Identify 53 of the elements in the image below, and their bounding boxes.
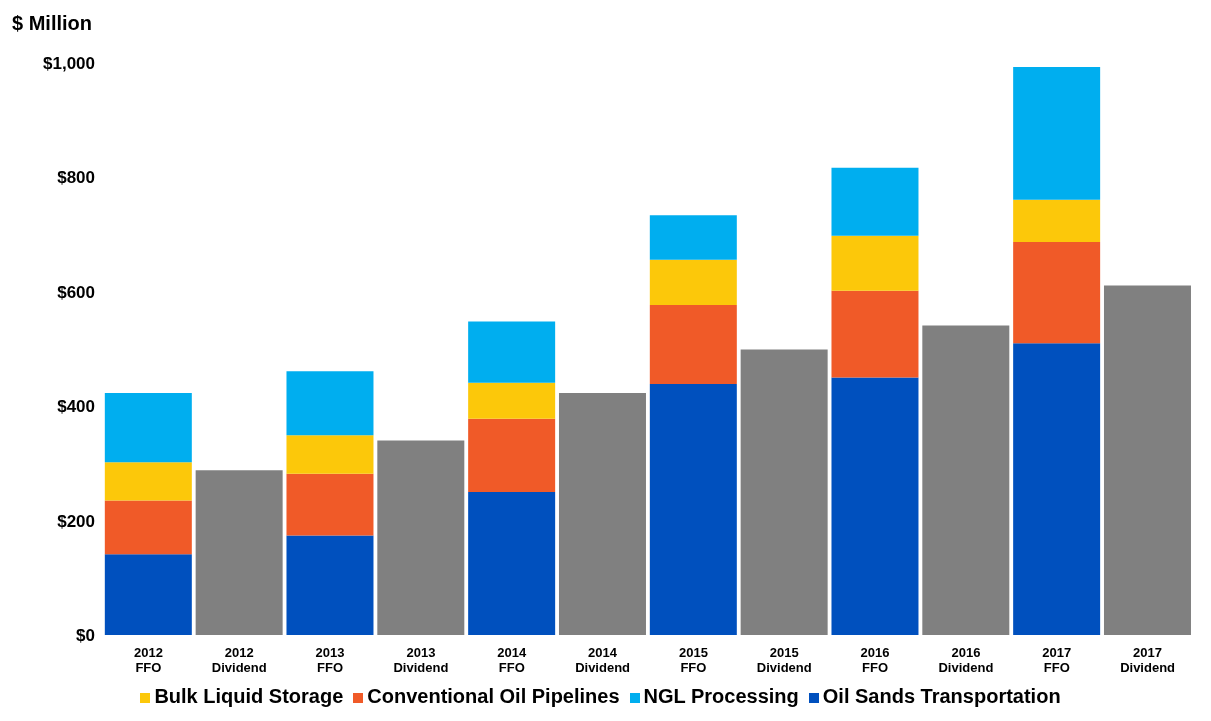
x-tick-label: 2013 FFO xyxy=(315,645,345,675)
bar xyxy=(104,554,192,635)
legend-label: NGL Processing xyxy=(643,685,799,707)
bar xyxy=(922,325,1010,635)
bar xyxy=(831,377,919,635)
legend-label: Conventional Oil Pipelines xyxy=(367,685,620,707)
bar xyxy=(286,535,374,635)
bar xyxy=(104,393,192,463)
bar xyxy=(649,215,737,260)
y-axis-title: $ Million xyxy=(12,12,92,35)
bar xyxy=(286,473,374,536)
y-tick-label: $800 xyxy=(57,168,95,188)
x-tick-label: 2017 Dividend xyxy=(1120,645,1176,675)
bar xyxy=(831,167,919,236)
bar xyxy=(377,440,465,635)
x-tick-label: 2014 Dividend xyxy=(575,645,631,675)
bar xyxy=(649,383,737,635)
x-tick-label: 2014 FFO xyxy=(497,645,527,675)
x-tick-label: 2012 FFO xyxy=(133,645,163,675)
bar xyxy=(1013,242,1101,344)
bar xyxy=(468,321,556,383)
legend-label: Bulk Liquid Storage xyxy=(154,685,344,707)
x-tick-label: 2016 Dividend xyxy=(938,645,994,675)
y-tick-label: $200 xyxy=(57,511,95,531)
bar xyxy=(740,349,828,635)
legend-label: Oil Sands Transportation xyxy=(822,685,1061,707)
bar xyxy=(649,304,737,384)
x-tick-label: 2017 FFO xyxy=(1042,645,1072,675)
x-tick-label: 2015 FFO xyxy=(678,645,708,675)
bar xyxy=(1013,199,1101,243)
bar xyxy=(195,470,283,635)
bar xyxy=(468,382,556,419)
x-tick-label: 2012 Dividend xyxy=(211,645,267,675)
bar xyxy=(1013,343,1101,635)
bar xyxy=(104,500,192,555)
bar xyxy=(468,492,556,635)
bar xyxy=(104,462,192,501)
bar xyxy=(1103,285,1191,635)
bar xyxy=(558,393,646,635)
bar xyxy=(1013,67,1101,200)
y-tick-label: $600 xyxy=(57,282,95,302)
x-tick-label: 2015 Dividend xyxy=(756,645,812,675)
x-tick-label: 2016 FFO xyxy=(860,645,890,675)
y-tick-label: $0 xyxy=(76,626,95,646)
bar xyxy=(286,371,374,436)
bar xyxy=(831,290,919,378)
y-tick-label: $400 xyxy=(57,397,95,417)
bar xyxy=(831,235,919,291)
bar xyxy=(649,259,737,305)
y-tick-label: $1,000 xyxy=(43,54,95,74)
x-tick-label: 2013 Dividend xyxy=(393,645,449,675)
bar xyxy=(286,435,374,474)
bar xyxy=(468,418,556,492)
